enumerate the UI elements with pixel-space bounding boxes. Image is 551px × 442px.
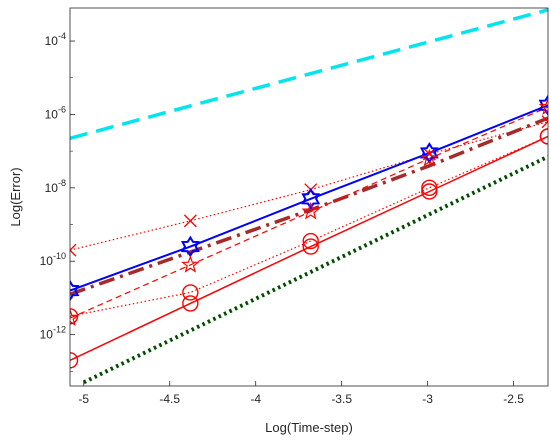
pentagram-marker [70, 308, 80, 326]
circle-marker [421, 179, 438, 197]
plot-frame [69, 7, 549, 387]
y-tick-label: 10-10 [40, 251, 66, 268]
y-tick-exponent: -10 [53, 251, 66, 261]
series-line-6 [70, 135, 548, 317]
pentagram-marker [538, 97, 548, 115]
x-marker [183, 214, 197, 228]
circle-marker [70, 352, 79, 369]
y-tick-label: 10-12 [40, 325, 66, 342]
x-tick-label: -3 [422, 392, 433, 406]
y-tick-label: 10-4 [45, 31, 66, 48]
circle-marker [302, 232, 319, 250]
x-tick-label: -2.5 [503, 392, 524, 406]
y-tick-exponent: -6 [58, 104, 66, 114]
circle-marker [302, 238, 319, 255]
y-tick-label: 10-6 [45, 104, 66, 121]
pentagram-marker [301, 201, 320, 220]
y-tick-exponent: -12 [53, 325, 66, 335]
x-axis-label: Log(Time-step) [265, 420, 353, 435]
pentagram-marker [420, 148, 439, 167]
series-line-5 [70, 106, 548, 319]
y-axis-label: Log(Error) [8, 167, 23, 226]
series-line-7 [70, 135, 548, 361]
x-marker [70, 243, 77, 257]
series-line-1 [70, 8, 548, 140]
circle-marker [182, 295, 199, 312]
y-tick-base: 10 [45, 107, 59, 121]
x-tick-label: -3.5 [331, 392, 352, 406]
y-tick-label: 10-8 [45, 178, 66, 195]
x-tick-label: -4 [250, 392, 261, 406]
x-tick-label: -5 [78, 392, 89, 406]
hexagram-marker [301, 187, 321, 210]
series-layer [70, 8, 548, 385]
y-tick-exponent: -4 [58, 31, 66, 41]
y-tick-base: 10 [45, 34, 59, 48]
x-tick-label: -4.5 [159, 392, 180, 406]
y-tick-base: 10 [40, 254, 54, 268]
series-line-4 [70, 116, 548, 296]
circle-marker [70, 308, 79, 325]
y-tick-exponent: -8 [58, 178, 66, 188]
y-tick-base: 10 [45, 181, 59, 195]
hexagram-marker [70, 279, 80, 302]
hexagram-marker [538, 94, 548, 117]
y-tick-base: 10 [40, 328, 54, 342]
series-line-3 [70, 104, 548, 292]
series-line-8 [82, 154, 548, 385]
circle-marker [182, 284, 199, 301]
circle-marker [421, 183, 438, 200]
series-line-2 [70, 121, 548, 251]
x-marker [541, 115, 548, 129]
circle-marker [539, 128, 548, 145]
pentagram-marker [181, 255, 200, 273]
